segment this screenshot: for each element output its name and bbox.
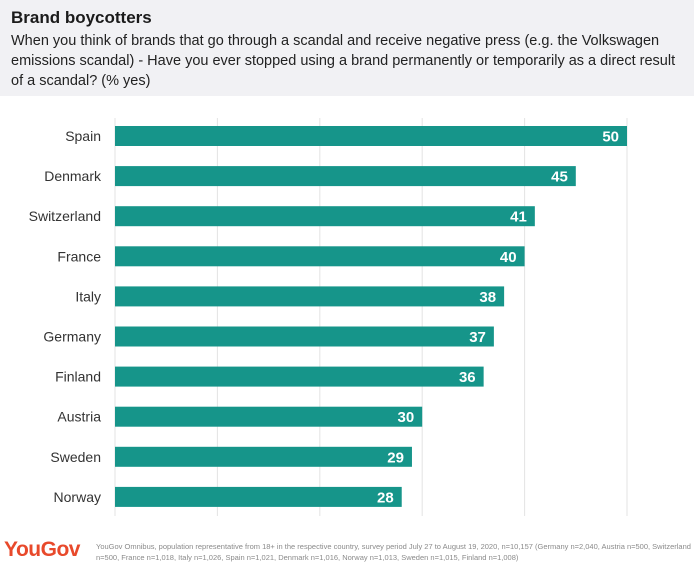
value-label: 50 [602,129,619,146]
bar-italy [115,286,505,307]
category-label: Norway [54,489,101,505]
bar-chart: Spain 50 Denmark 45 Switzerland 41 France 40 Ita… [29,118,628,516]
value-label: 38 [479,289,496,306]
chart-header: Brand boycotters When you think of brand… [0,0,694,96]
category-label: Germany [43,329,101,345]
category-label: Sweden [50,449,101,465]
category-label: Austria [57,409,101,425]
bar-austria [115,406,423,427]
category-label: France [57,248,101,264]
value-label: 41 [510,209,527,226]
bar-norway [115,486,402,507]
category-label: Switzerland [29,208,101,224]
value-label: 37 [469,329,486,346]
bar-denmark [115,166,576,187]
category-label: Italy [75,288,101,304]
value-label: 30 [398,409,415,426]
value-label: 36 [459,369,476,386]
chart-title: Brand boycotters [11,8,152,27]
category-label: Finland [55,369,101,385]
bar-spain [115,126,627,146]
source-note: YouGov Omnibus, population representativ… [96,542,691,562]
chart-subtitle: When you think of brands that go through… [11,33,676,89]
bar-sweden [115,446,412,467]
bar-france [115,246,525,267]
value-label: 45 [551,169,568,186]
value-label: 40 [500,249,517,266]
yougov-logo: YouGov [4,538,80,561]
category-label: Spain [65,128,101,144]
value-label: 28 [377,489,394,506]
bar-finland [115,366,484,387]
bar-switzerland [115,206,535,227]
category-label: Denmark [44,168,102,184]
bar-germany [115,326,494,347]
value-label: 29 [387,449,404,466]
